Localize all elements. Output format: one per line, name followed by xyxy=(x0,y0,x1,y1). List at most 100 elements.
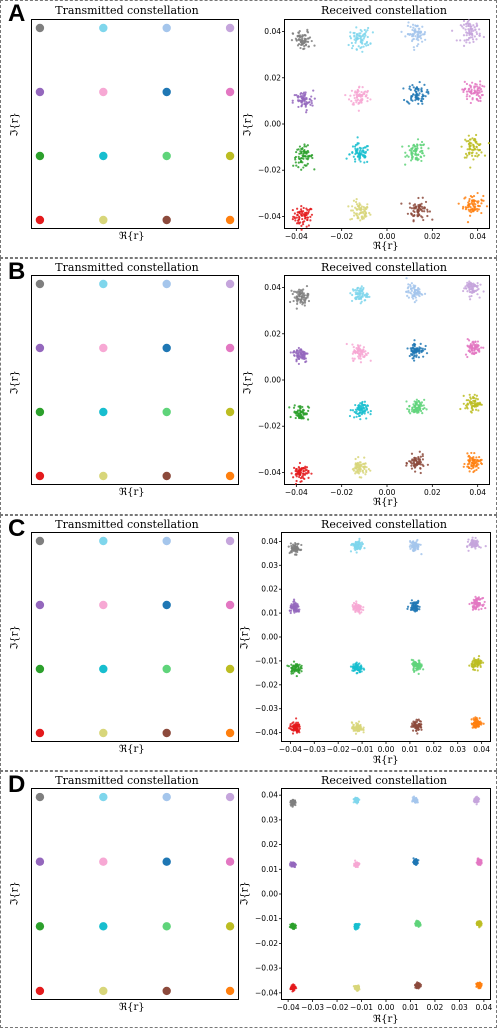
constellation-point xyxy=(35,343,45,353)
received-point xyxy=(365,207,368,211)
received-point xyxy=(351,145,355,148)
received-point xyxy=(416,732,419,735)
received-point xyxy=(474,28,477,31)
received-point xyxy=(296,207,299,210)
received-point xyxy=(296,414,299,417)
received-point xyxy=(419,143,422,146)
plot-area: −0.04 −0.03 −0.02 −0.01 0.00 0.01 0.02 0.03 0.04… xyxy=(255,532,491,754)
received-point xyxy=(352,350,355,354)
received-point xyxy=(474,658,477,662)
received-point xyxy=(349,31,352,34)
x-tick-label: 0.04 xyxy=(473,745,490,754)
received-point xyxy=(423,292,427,295)
received-point xyxy=(306,162,309,165)
received-point xyxy=(354,212,357,215)
received-cluster xyxy=(475,981,483,990)
received-point xyxy=(297,346,300,350)
received-point xyxy=(295,669,298,672)
received-point xyxy=(478,205,481,208)
received-point xyxy=(301,405,304,409)
received-point xyxy=(286,664,289,667)
y-tick-label: 0.02 xyxy=(261,585,278,594)
received-point xyxy=(421,347,424,350)
received-point xyxy=(297,469,301,472)
received-point xyxy=(408,85,411,88)
received-point xyxy=(470,546,473,549)
received-point xyxy=(479,283,482,286)
received-point xyxy=(296,355,300,358)
received-point xyxy=(296,99,300,102)
constellation-point xyxy=(35,857,45,866)
received-point xyxy=(362,286,365,290)
chart-title: Transmitted constellation xyxy=(55,774,199,787)
received-cluster xyxy=(462,451,483,474)
received-point xyxy=(360,407,363,410)
received-point xyxy=(359,361,363,364)
y-axis-label: ℑ{r} xyxy=(242,370,254,395)
received-point xyxy=(299,221,302,224)
received-point xyxy=(362,731,365,734)
received-point xyxy=(465,41,468,44)
received-point xyxy=(354,149,357,152)
received-point xyxy=(293,803,296,806)
constellation-point xyxy=(35,728,45,738)
received-point xyxy=(361,39,364,42)
received-point xyxy=(354,147,357,150)
received-point xyxy=(351,205,354,208)
received-point xyxy=(298,411,302,415)
received-point xyxy=(415,720,419,724)
received-point xyxy=(474,543,477,547)
received-point xyxy=(417,153,420,156)
received-point xyxy=(361,34,364,37)
received-point xyxy=(417,458,420,461)
received-point xyxy=(360,545,363,548)
received-point xyxy=(481,84,484,88)
received-point xyxy=(356,468,359,472)
received-point xyxy=(297,405,300,408)
received-point xyxy=(465,399,468,402)
received-point xyxy=(306,144,309,147)
received-point xyxy=(478,545,481,548)
transmitted-plot xyxy=(35,279,235,481)
received-point xyxy=(364,473,367,476)
received-point xyxy=(360,611,363,614)
received-point xyxy=(478,32,481,35)
received-point xyxy=(422,464,425,468)
received-point xyxy=(353,158,357,161)
received-point xyxy=(358,291,361,294)
received-point xyxy=(471,287,475,290)
received-point xyxy=(302,350,305,354)
received-point xyxy=(405,154,409,157)
received-point xyxy=(416,543,419,546)
received-point xyxy=(307,299,311,303)
received-point xyxy=(355,724,358,728)
received-point xyxy=(292,351,295,354)
received-point xyxy=(418,80,421,84)
received-point xyxy=(352,155,355,158)
received-point xyxy=(305,472,309,475)
received-point xyxy=(413,286,416,289)
received-point xyxy=(478,296,481,299)
received-cluster xyxy=(345,136,369,164)
received-point xyxy=(345,342,348,346)
received-point xyxy=(305,145,308,148)
received-point xyxy=(407,296,410,299)
received-point xyxy=(303,304,306,307)
received-point xyxy=(416,97,419,100)
received-point xyxy=(467,208,470,211)
x-tick-label: 0.04 xyxy=(476,1003,493,1012)
received-point xyxy=(413,546,416,549)
received-point xyxy=(408,408,411,411)
received-point xyxy=(302,47,305,51)
received-point xyxy=(470,718,473,721)
received-point xyxy=(413,301,416,304)
y-tick-label: 0.04 xyxy=(264,283,281,292)
received-point xyxy=(307,409,310,412)
received-point xyxy=(351,151,354,154)
received-point xyxy=(298,152,301,155)
constellation-point xyxy=(162,600,171,610)
received-point xyxy=(366,35,369,39)
received-point xyxy=(402,87,405,90)
received-point xyxy=(407,291,410,294)
constellation-point xyxy=(225,279,235,289)
